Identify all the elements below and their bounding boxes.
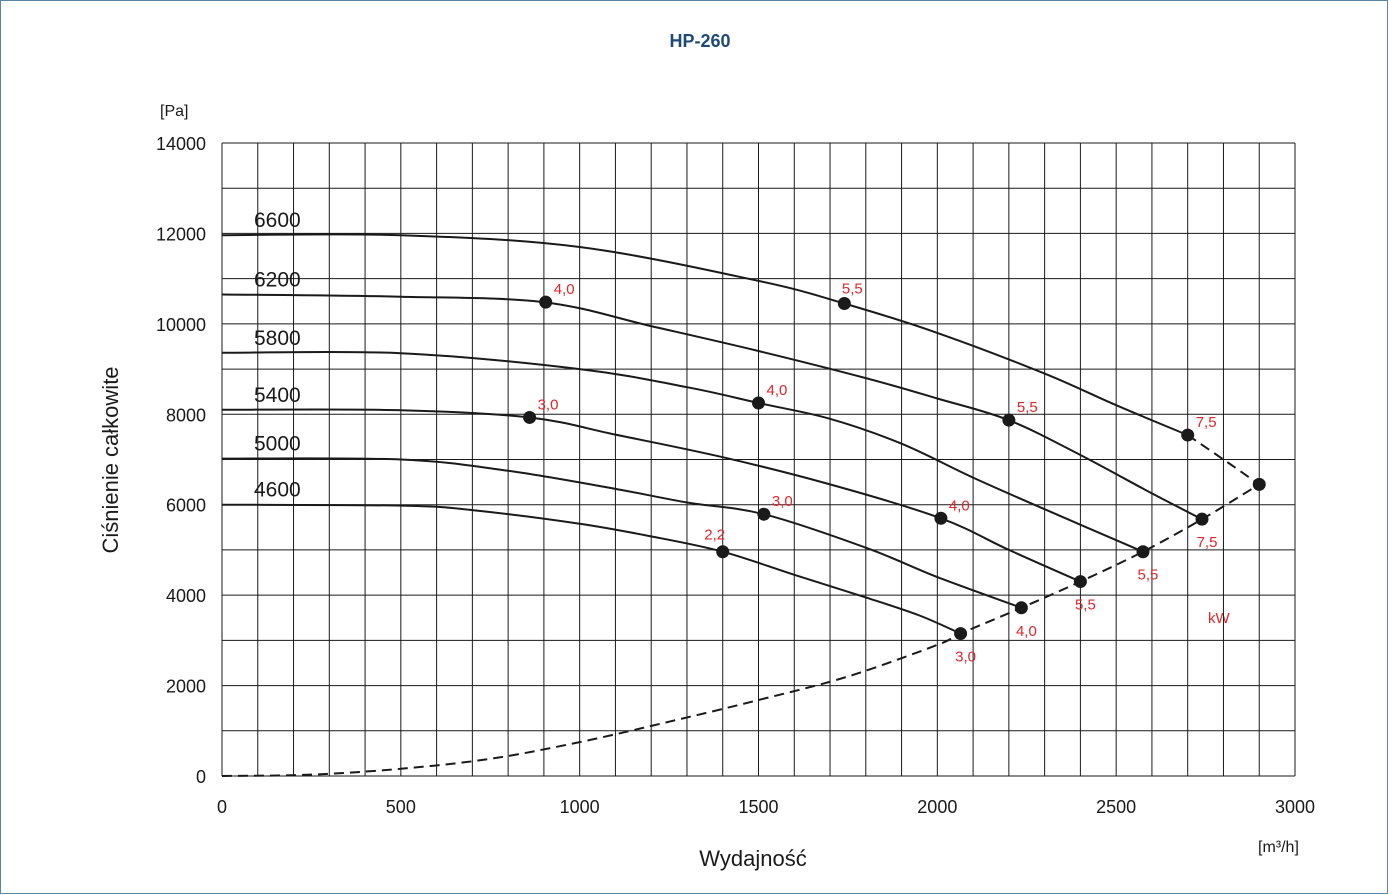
power-label: 3,0: [538, 396, 559, 413]
chart-title: HP-260: [669, 31, 730, 51]
series-line-6200: [221, 293, 1203, 521]
power-point: [1136, 545, 1150, 559]
power-label: 5,5: [842, 281, 863, 298]
power-label: 4,0: [949, 497, 970, 514]
series-lines: [221, 233, 1260, 777]
x-axis-label: Wydajność: [699, 846, 806, 871]
series-line-6600: [221, 233, 1189, 437]
power-label: 4,0: [1016, 623, 1037, 640]
power-label: 7,5: [1197, 534, 1218, 551]
series-label-5400: 5400: [254, 384, 301, 407]
power-point: [752, 396, 765, 410]
power-point: [716, 545, 730, 559]
y-unit-label: [Pa]: [160, 103, 188, 120]
x-unit-label: [m³/h]: [1258, 839, 1299, 856]
y-tick-label: 14000: [156, 134, 206, 154]
y-tick-label: 0: [196, 767, 206, 787]
x-tick-label: 1500: [738, 797, 778, 817]
power-point: [1014, 601, 1028, 615]
x-tick-label: 500: [386, 797, 416, 817]
power-point: [1002, 413, 1016, 427]
power-label: 3,0: [955, 649, 976, 666]
power-label: 5,5: [1138, 567, 1159, 584]
series-label-5000: 5000: [254, 433, 301, 456]
power-label: 4,0: [554, 281, 575, 298]
power-label: 2,2: [704, 527, 725, 544]
series-line-5800: [221, 350, 1144, 553]
power-unit-label: kW: [1208, 610, 1231, 627]
power-limit-curve-upper: [1187, 434, 1260, 486]
y-tick-label: 6000: [166, 496, 206, 516]
power-point: [1181, 428, 1195, 442]
power-point: [757, 507, 771, 521]
power-label: 5,5: [1017, 399, 1038, 416]
power-point: [523, 410, 537, 424]
y-tick-label: 8000: [166, 405, 206, 425]
x-tick-label: 1000: [560, 797, 600, 817]
series-label-4600: 4600: [254, 479, 301, 502]
series-line-4600: [221, 503, 961, 635]
power-point: [954, 627, 968, 641]
axis-ticks: 0 500 1000 1500 2000 2500 3000 0 2000 4000 6000 800…: [156, 134, 1315, 817]
y-tick-label: 2000: [166, 677, 206, 697]
series-line-5000: [221, 457, 1022, 609]
power-point: [1252, 477, 1266, 491]
x-tick-label: 2000: [917, 797, 957, 817]
x-tick-label: 3000: [1275, 797, 1315, 817]
series-label-6600: 6600: [254, 209, 301, 232]
series-line-5400: [221, 408, 1081, 583]
series-label-5800: 5800: [254, 327, 301, 350]
power-label: 3,0: [772, 493, 793, 510]
y-tick-label: 10000: [156, 315, 206, 335]
power-point: [539, 295, 553, 309]
power-limit-curve: [221, 483, 1260, 777]
y-tick-label: 4000: [166, 586, 206, 606]
power-point: [1073, 575, 1087, 589]
y-tick-label: 12000: [156, 224, 206, 244]
power-label: 5,5: [1075, 597, 1096, 614]
series-label-6200: 6200: [254, 268, 301, 291]
power-label: 7,5: [1196, 414, 1217, 431]
y-axis-label: Ciśnienie całkowite: [98, 366, 123, 553]
x-tick-label: 2500: [1096, 797, 1136, 817]
power-point: [1195, 512, 1209, 526]
power-point: [837, 297, 851, 311]
series-labels: 6600 6200 5800 5400 5000 4600: [254, 209, 301, 501]
power-label: 4,0: [767, 382, 788, 399]
grid: [221, 142, 1296, 777]
power-point: [934, 511, 948, 525]
power-points: 4,0 5,5 5,5 7,5 4,0 3,0 4,0 3,0 2,2 3,0 4,0 5,5 5,5 7…: [523, 281, 1266, 666]
x-tick-label: 0: [217, 797, 227, 817]
